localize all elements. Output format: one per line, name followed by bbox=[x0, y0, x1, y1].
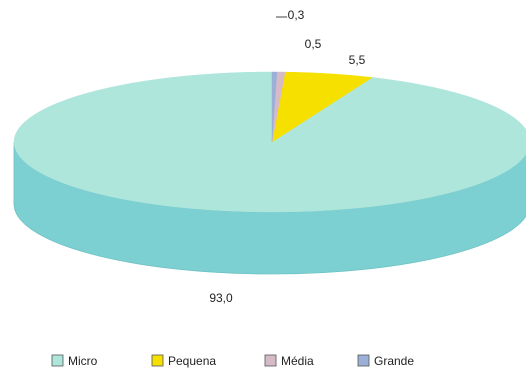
legend-swatch-grande bbox=[357, 354, 370, 367]
legend-swatch-pequena bbox=[151, 354, 164, 367]
data-label-grande: 0,3 bbox=[288, 8, 305, 22]
data-label-micro: 93,0 bbox=[209, 291, 233, 305]
legend-item-pequena: Pequena bbox=[151, 354, 216, 368]
legend-item-grande: Grande bbox=[357, 354, 414, 368]
legend-label-grande: Grande bbox=[374, 354, 414, 368]
legend-swatch-micro bbox=[51, 354, 64, 367]
pie-slice-micro bbox=[13, 71, 526, 213]
data-label-pequena: 5,5 bbox=[349, 53, 366, 67]
legend-swatch-media bbox=[264, 354, 277, 367]
data-label-media: 0,5 bbox=[305, 37, 322, 51]
pie-top bbox=[13, 71, 526, 213]
legend-label-media: Média bbox=[281, 354, 314, 368]
legend: Micro Pequena Média Grande bbox=[51, 354, 414, 368]
data-labels: 93,0 5,5 0,5 0,3 bbox=[209, 8, 365, 305]
legend-item-media: Média bbox=[264, 354, 314, 368]
pie-slice-grande bbox=[271, 71, 278, 143]
legend-item-micro: Micro bbox=[51, 354, 98, 368]
legend-label-micro: Micro bbox=[68, 354, 98, 368]
legend-label-pequena: Pequena bbox=[168, 354, 216, 368]
